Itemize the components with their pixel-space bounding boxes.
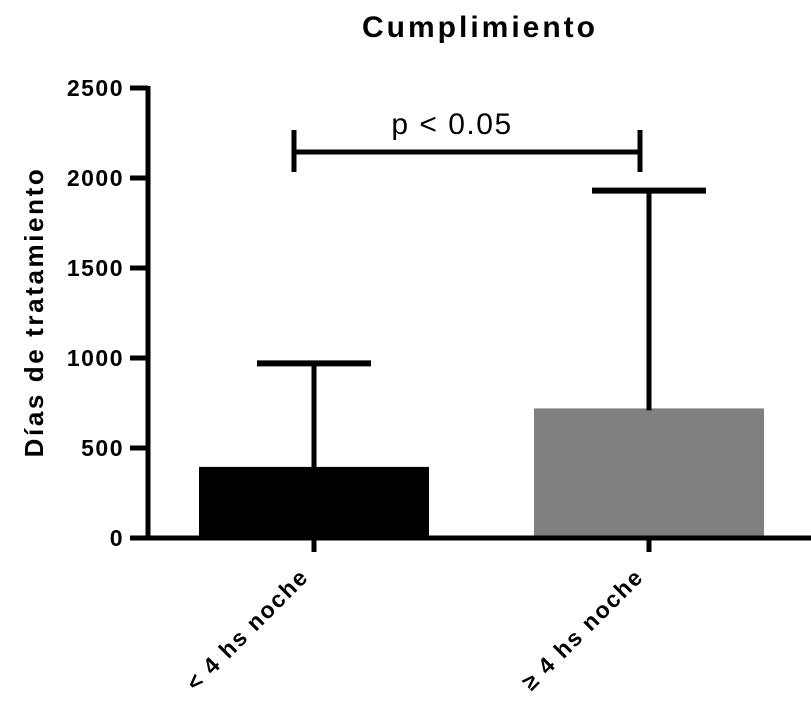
x-axis-categories: < 4 hs noche ≥ 4 hs noche [181,538,652,696]
x-category-label: < 4 hs noche [181,563,314,696]
significance-label: p < 0.05 [391,108,512,141]
y-tick-label: 1500 [67,255,124,281]
chart-title: Cumplimiento [362,11,598,44]
x-category-label: ≥ 4 hs noche [516,563,648,695]
significance-annotation: p < 0.05 [291,108,643,172]
y-tick-label: 2000 [67,165,124,191]
y-tick-label: 500 [81,435,124,461]
bar [534,408,764,538]
y-tick-label: 0 [110,525,124,551]
error-bars [257,187,706,469]
y-tick-label: 2500 [67,75,124,101]
y-axis-ticks: 0 500 1000 1500 2000 2500 [67,75,148,551]
bar [199,466,429,538]
y-axis-label: Días de tratamiento [19,167,49,458]
y-tick-label: 1000 [67,345,124,371]
bars [199,408,764,538]
